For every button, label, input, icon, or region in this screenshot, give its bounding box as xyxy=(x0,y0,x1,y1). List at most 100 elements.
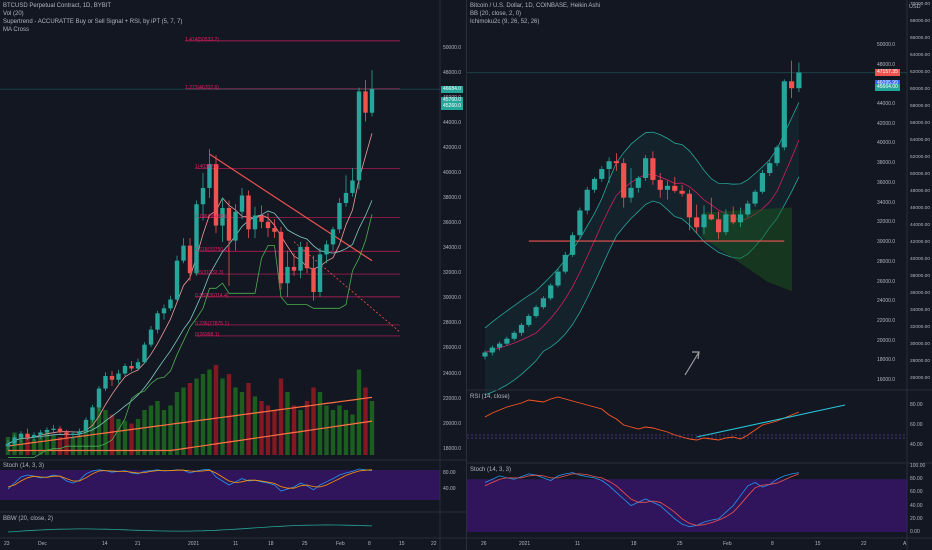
rsi-trendline xyxy=(696,404,846,438)
right-x-tick-label: 25 xyxy=(677,541,683,547)
left-candle-body xyxy=(337,203,342,230)
volume-bar xyxy=(122,420,128,455)
left-stoch-label: Stoch (14, 3, 3) xyxy=(3,463,45,469)
right-y-tick-label-outer: 70000.00 xyxy=(910,2,931,7)
left-price-tag: 46684.0 xyxy=(441,85,464,93)
rsi-line xyxy=(484,396,800,441)
right-candle-body xyxy=(716,219,722,233)
volume-bar xyxy=(311,387,316,455)
left-candle-body xyxy=(25,433,30,438)
right-y-tick-label-outer: 60000.00 xyxy=(910,87,931,92)
right-candle-body xyxy=(562,254,568,272)
right-candle-body xyxy=(643,158,649,178)
left-candle-body xyxy=(311,268,316,293)
right-candle-body xyxy=(540,298,546,308)
left-y-tick-label: 42000.0 xyxy=(443,144,462,151)
right-y-tick-label-outer: 46000.00 xyxy=(910,206,931,211)
left-candle-body xyxy=(96,388,102,408)
right-x-tick-label: 2021 xyxy=(519,541,531,547)
right-candle-body xyxy=(679,190,685,194)
left-candle-body xyxy=(109,376,115,380)
left-y-tick-label: 30000.0 xyxy=(443,295,462,302)
right-candle-body xyxy=(781,81,787,148)
right-y-tick-label-outer: 48000.00 xyxy=(910,189,931,194)
volume-bar xyxy=(77,435,82,455)
right-chart-canvas[interactable] xyxy=(467,0,932,550)
right-candle-body xyxy=(672,185,678,191)
right-y-tick-label-inner: 28000.0 xyxy=(877,258,896,265)
left-candle-body xyxy=(155,313,160,330)
right-y-tick-label-outer: 50000.00 xyxy=(910,172,931,177)
volume-bar xyxy=(324,405,329,455)
volume-bar xyxy=(83,423,89,455)
right-candle-body xyxy=(621,163,627,198)
bollinger-basis-line xyxy=(484,139,800,353)
left-x-tick-label: 15 xyxy=(399,541,405,547)
volume-bar xyxy=(194,378,199,455)
volume-bar xyxy=(142,410,147,455)
volume-bar xyxy=(207,369,212,455)
fib-level-label: 1.272(46702.6) xyxy=(185,84,219,91)
left-y-tick-label: 18000.0 xyxy=(443,445,462,452)
right-chart-panel[interactable]: Bitcoin / U.S. Dollar, 1D, COINBASE, Hei… xyxy=(466,0,932,550)
left-price-tag: 45260.0 xyxy=(441,103,464,111)
fib-level-label: 0(26998.1) xyxy=(195,331,220,338)
left-candle-body xyxy=(317,254,323,293)
right-x-tick-label: 8 xyxy=(771,541,774,547)
volume-bar xyxy=(51,435,56,455)
right-x-tick-label: 18 xyxy=(631,541,637,547)
left-candle-body xyxy=(174,260,180,300)
left-y-tick-label: 26000.0 xyxy=(443,345,462,352)
volume-bar xyxy=(265,405,271,455)
right-y-tick-label-outer: 44000.00 xyxy=(910,223,931,228)
left-y-tick-label: 50000.0 xyxy=(443,44,462,51)
right-stoch-tick-label: 20.00 xyxy=(910,515,923,522)
volume-bar xyxy=(135,419,141,455)
right-y-tick-label-inner: 26000.0 xyxy=(877,278,896,285)
left-chart-panel[interactable]: BTCUSD Perpetual Contract, 1D, BYBIT Vol… xyxy=(0,0,466,550)
right-candle-body xyxy=(745,203,751,215)
right-candle-body xyxy=(664,185,671,190)
left-x-tick-label: 14 xyxy=(102,541,108,547)
left-supertrend-line xyxy=(8,214,373,458)
left-chart-title: BTCUSD Perpetual Contract, 1D, BYBIT xyxy=(3,3,112,9)
right-y-tick-label-outer: 62000.00 xyxy=(910,70,931,75)
right-y-tick-label-outer: 30000.00 xyxy=(910,342,931,347)
right-y-tick-label-outer: 42000.00 xyxy=(910,240,931,245)
volume-bar xyxy=(246,383,251,455)
right-y-tick-label-outer: 64000.00 xyxy=(910,53,931,58)
left-candle-body xyxy=(291,266,297,271)
right-x-tick-label: A xyxy=(903,541,907,547)
bollinger-band-fill xyxy=(485,102,799,395)
right-x-tick-label: 26 xyxy=(481,541,487,547)
fib-level-label: 0.236(27875.1) xyxy=(195,320,229,327)
left-y-tick-label: 20000.0 xyxy=(443,420,462,427)
left-candle-body xyxy=(64,432,69,435)
right-candle-body xyxy=(730,214,736,223)
right-stoch-tick-label: 40.00 xyxy=(910,502,923,509)
left-x-tick-label: 22 xyxy=(431,541,437,547)
right-x-tick-label: 15 xyxy=(815,541,821,547)
left-candle-body xyxy=(5,443,11,447)
left-candle-body xyxy=(168,299,173,309)
left-candle-body xyxy=(70,433,76,435)
right-y-tick-label-inner: 30000.0 xyxy=(877,239,896,246)
left-price-tag: 45760.0 xyxy=(441,97,464,105)
right-candle-body xyxy=(570,235,576,255)
right-y-tick-label-outer: 28000.00 xyxy=(910,359,931,364)
volume-bar xyxy=(129,423,134,455)
volume-bar xyxy=(31,438,37,455)
rsi-tick-label: 40.00 xyxy=(910,442,923,448)
right-y-tick-label-outer: 66000.00 xyxy=(910,36,931,41)
left-chart-canvas[interactable] xyxy=(0,0,466,550)
left-candle-body xyxy=(259,215,264,222)
left-candle-body xyxy=(278,231,284,284)
right-indicator-bb: BB (20, close, 2, 0) xyxy=(470,11,522,17)
volume-bar xyxy=(181,387,186,455)
left-x-tick-label: 23 xyxy=(4,541,10,547)
left-y-tick-label: 34000.0 xyxy=(443,245,462,252)
volume-bar xyxy=(369,401,375,455)
left-candle-body xyxy=(18,433,24,438)
right-candle-body xyxy=(759,173,765,192)
right-y-tick-label-outer: 52000.00 xyxy=(910,155,931,160)
